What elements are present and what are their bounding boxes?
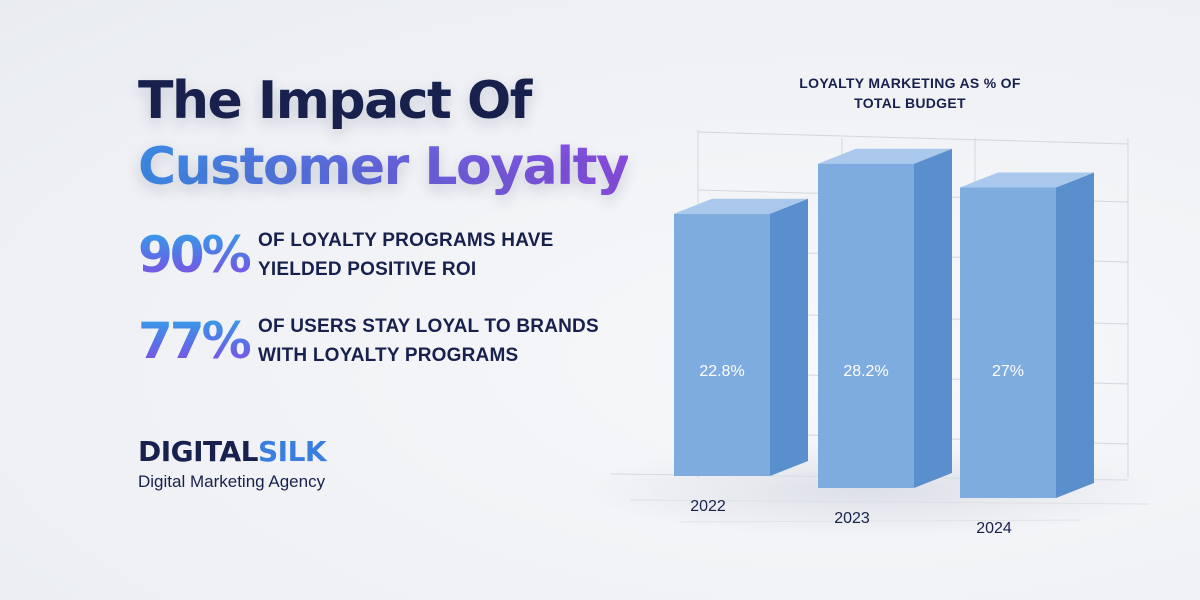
stat-roi-text: OF LOYALTY PROGRAMS HAVE YIELDED POSITIV… xyxy=(258,230,554,280)
x-tick-label: 2023 xyxy=(834,510,870,527)
floor-line xyxy=(679,519,1081,523)
bar-data-label: 27% xyxy=(992,363,1024,380)
stat-roi-value: 90% xyxy=(138,226,252,284)
floor-line xyxy=(629,499,1151,505)
bar-2022 xyxy=(674,198,808,477)
bar-data-label: 22.8% xyxy=(699,363,744,380)
bar-side xyxy=(914,148,952,488)
brand-tagline: Digital Marketing Agency xyxy=(138,472,326,491)
bar-top xyxy=(960,172,1094,188)
stat-loyal-users-value: 77% xyxy=(138,312,252,370)
chart-bars xyxy=(674,148,1094,498)
bar-2024 xyxy=(960,172,1094,498)
bar-top xyxy=(674,198,808,214)
bar-front xyxy=(960,187,1056,498)
stat-roi: 90% OF LOYALTY PROGRAMS HAVE YIELDED POS… xyxy=(138,226,553,284)
stat-loyal-users: 77% OF USERS STAY LOYAL TO BRANDS WITH L… xyxy=(138,312,599,370)
stat-loyal-users-text: OF USERS STAY LOYAL TO BRANDS WITH LOYAL… xyxy=(258,316,599,366)
bar-front xyxy=(818,163,914,488)
brand-logo-part2: SILK xyxy=(258,435,327,468)
x-tick-label: 2022 xyxy=(690,498,726,515)
bar-top xyxy=(818,148,952,164)
bar-front xyxy=(674,213,770,477)
bar-data-label: 28.2% xyxy=(843,363,888,380)
brand-block: DIGITALSILK Digital Marketing Agency xyxy=(138,435,327,492)
headline-line-2: Customer Loyalty xyxy=(138,134,630,200)
bar-side xyxy=(1056,172,1094,498)
headline-line-1: The Impact Of xyxy=(138,71,532,131)
brand-logo-part1: DIGITAL xyxy=(138,435,259,468)
chart-title: LOYALTY MARKETING AS % OF TOTAL BUDGET xyxy=(799,75,1021,111)
bar-2023 xyxy=(818,148,952,488)
grid-line-horizontal xyxy=(697,131,1129,145)
brand-logo: DIGITALSILK xyxy=(138,435,327,468)
headline: The Impact Of Customer Loyalty xyxy=(138,68,630,200)
bar-side xyxy=(770,198,808,477)
x-tick-label: 2024 xyxy=(976,520,1012,537)
chart-labels: 22.8% 2022 28.2% 2023 27% 2024 xyxy=(690,363,1024,537)
